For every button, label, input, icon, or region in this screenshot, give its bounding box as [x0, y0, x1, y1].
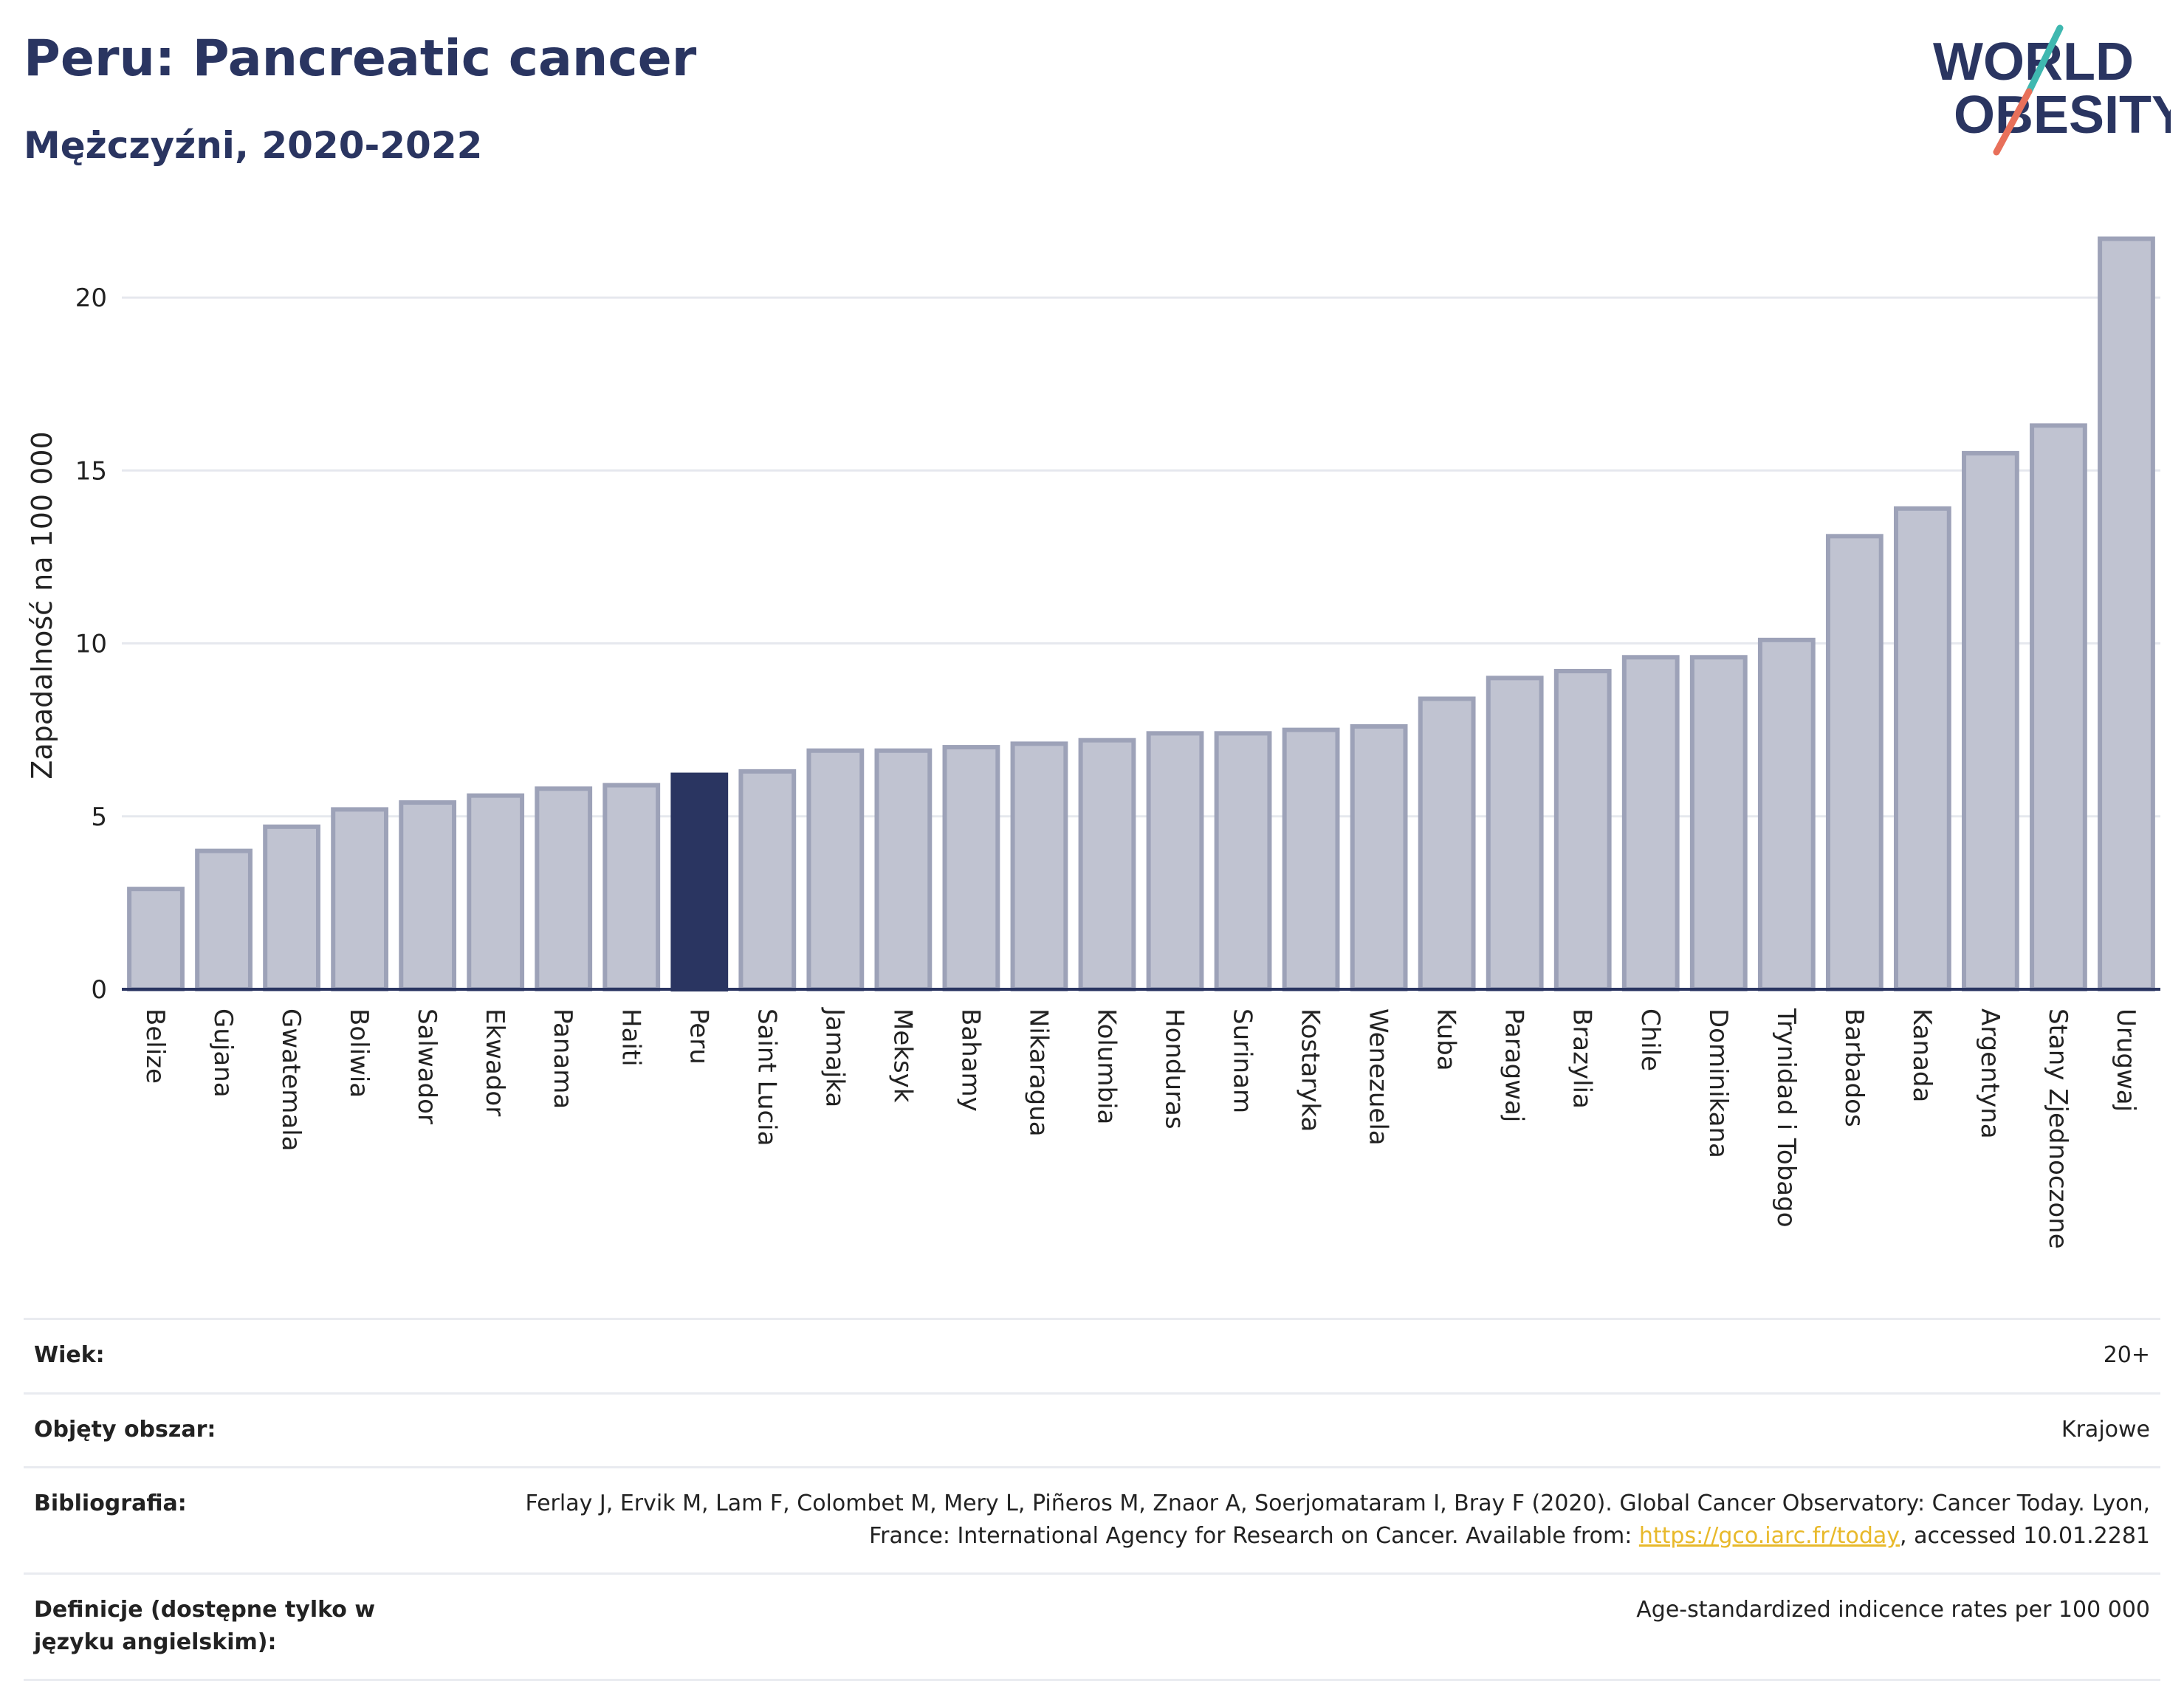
info-row-definitions: Definicje (dostępne tylko w języku angie… — [24, 1572, 2160, 1681]
bar — [1825, 534, 1883, 991]
x-tick-label: Wenezuela — [1364, 1008, 1393, 1146]
bar-chart: 0 5 10 15 20 Zapadalność na 100 000 Belize Guja… — [26, 236, 2160, 1249]
bar — [1486, 676, 1544, 991]
world-obesity-logo: WORLD OBESITY — [1933, 24, 2171, 156]
info-value-bibliography: Ferlay J, Ervik M, Lam F, Colombet M, Me… — [458, 1466, 2160, 1574]
x-tick-label: Boliwia — [344, 1008, 374, 1098]
bar — [1418, 696, 1476, 992]
x-tick-label: Nikaragua — [1023, 1008, 1053, 1137]
x-tick-label: Panama — [548, 1008, 577, 1109]
x-tick-label: Surinam — [1228, 1008, 1257, 1113]
x-tick-label: Kuba — [1432, 1008, 1461, 1071]
info-row-bibliography: Bibliografia: Ferlay J, Ervik M, Lam F, … — [24, 1466, 2160, 1574]
bar — [1282, 727, 1340, 991]
bar — [399, 800, 457, 991]
bibliography-accessed: , accessed 10.01.2281 — [1900, 1522, 2150, 1549]
bar — [127, 887, 185, 992]
logo-slash-coral — [1993, 88, 2033, 156]
bibliography-text: Ferlay J, Ervik M, Lam F, Colombet M, Me… — [525, 1491, 2150, 1549]
info-key-area: Objęty obszar: — [24, 1392, 458, 1468]
bar — [331, 807, 389, 991]
x-tick-label: Kanada — [1907, 1008, 1937, 1102]
x-tick-label: Ekwador — [480, 1008, 509, 1116]
x-tick-label: Kolumbia — [1091, 1008, 1121, 1124]
x-tick-label: Argentyna — [1975, 1008, 2005, 1139]
bar — [1146, 731, 1204, 991]
y-tick-label: 5 — [91, 802, 107, 832]
info-row-area: Objęty obszar: Krajowe — [24, 1392, 2160, 1468]
bar — [1350, 723, 1408, 992]
bar — [1078, 738, 1136, 991]
x-tick-label: Gujana — [208, 1008, 238, 1098]
bar — [738, 769, 797, 991]
bar — [263, 824, 320, 991]
info-key-bibliography: Bibliografia: — [24, 1466, 458, 1574]
y-tick-label: 15 — [75, 456, 107, 486]
x-tick-label: Honduras — [1160, 1008, 1189, 1130]
x-tick-label: Chile — [1635, 1008, 1665, 1071]
y-tick-label: 0 — [91, 975, 107, 1005]
x-tick-label: Haiti — [616, 1008, 645, 1067]
bar — [670, 772, 729, 991]
bar — [467, 793, 525, 992]
y-axis-label: Zapadalność na 100 000 — [26, 431, 58, 779]
logo-line-2: OBESITY — [1954, 86, 2171, 145]
page-subtitle: Mężczyźni, 2020-2022 — [24, 124, 483, 167]
x-tick-label: Saint Lucia — [752, 1008, 781, 1146]
bar — [1214, 731, 1272, 991]
x-tick-label: Stany Zjednoczone — [2043, 1008, 2073, 1249]
info-value-definitions: Age-standardized indicence rates per 100… — [458, 1572, 2160, 1681]
x-tick-label: Kostaryka — [1296, 1008, 1325, 1132]
x-tick-label: Trynidad i Tobago — [1771, 1008, 1801, 1228]
info-key-definitions: Definicje (dostępne tylko w języku angie… — [24, 1572, 458, 1681]
bar — [874, 748, 933, 992]
x-tick-label: Paragwaj — [1500, 1008, 1529, 1122]
bar — [2098, 236, 2155, 992]
x-tick-label: Belize — [140, 1008, 170, 1084]
bar — [1621, 655, 1680, 991]
x-tick-label: Bahamy — [955, 1008, 985, 1112]
x-tick-label: Barbados — [1839, 1008, 1869, 1127]
x-tick-label: Gwatemala — [276, 1008, 306, 1151]
info-key-age: Wiek: — [24, 1318, 458, 1393]
info-value-age: 20+ — [458, 1318, 2160, 1393]
x-tick-label: Peru — [684, 1008, 713, 1065]
x-tick-label: Salwador — [412, 1008, 442, 1124]
info-table: Wiek: 20+ Objęty obszar: Krajowe Bibliog… — [24, 1318, 2160, 1681]
bar — [1962, 450, 2019, 991]
bar — [1010, 741, 1068, 991]
y-tick-label: 10 — [75, 630, 107, 659]
bar — [195, 848, 253, 992]
info-row-age: Wiek: 20+ — [24, 1318, 2160, 1393]
info-value-area: Krajowe — [458, 1392, 2160, 1468]
bar — [2030, 423, 2087, 991]
x-tick-label: Urugwaj — [2111, 1008, 2140, 1112]
bar — [1893, 506, 1951, 991]
bar — [942, 745, 1000, 991]
x-tick-label: Brazylia — [1567, 1008, 1597, 1109]
x-tick-label: Dominikana — [1703, 1008, 1733, 1158]
bar — [602, 783, 661, 992]
bibliography-link[interactable]: https://gco.iarc.fr/today — [1638, 1522, 1900, 1549]
y-tick-label: 20 — [75, 283, 107, 313]
page-title: Peru: Pancreatic cancer — [24, 30, 697, 88]
bar — [1757, 637, 1816, 992]
logo-slash-teal — [2025, 24, 2064, 95]
x-tick-label: Jamajka — [820, 1007, 849, 1107]
bar — [806, 748, 865, 992]
bar — [1553, 669, 1612, 992]
bar — [1689, 655, 1748, 991]
x-tick-label: Meksyk — [887, 1008, 917, 1103]
bar — [535, 786, 593, 992]
